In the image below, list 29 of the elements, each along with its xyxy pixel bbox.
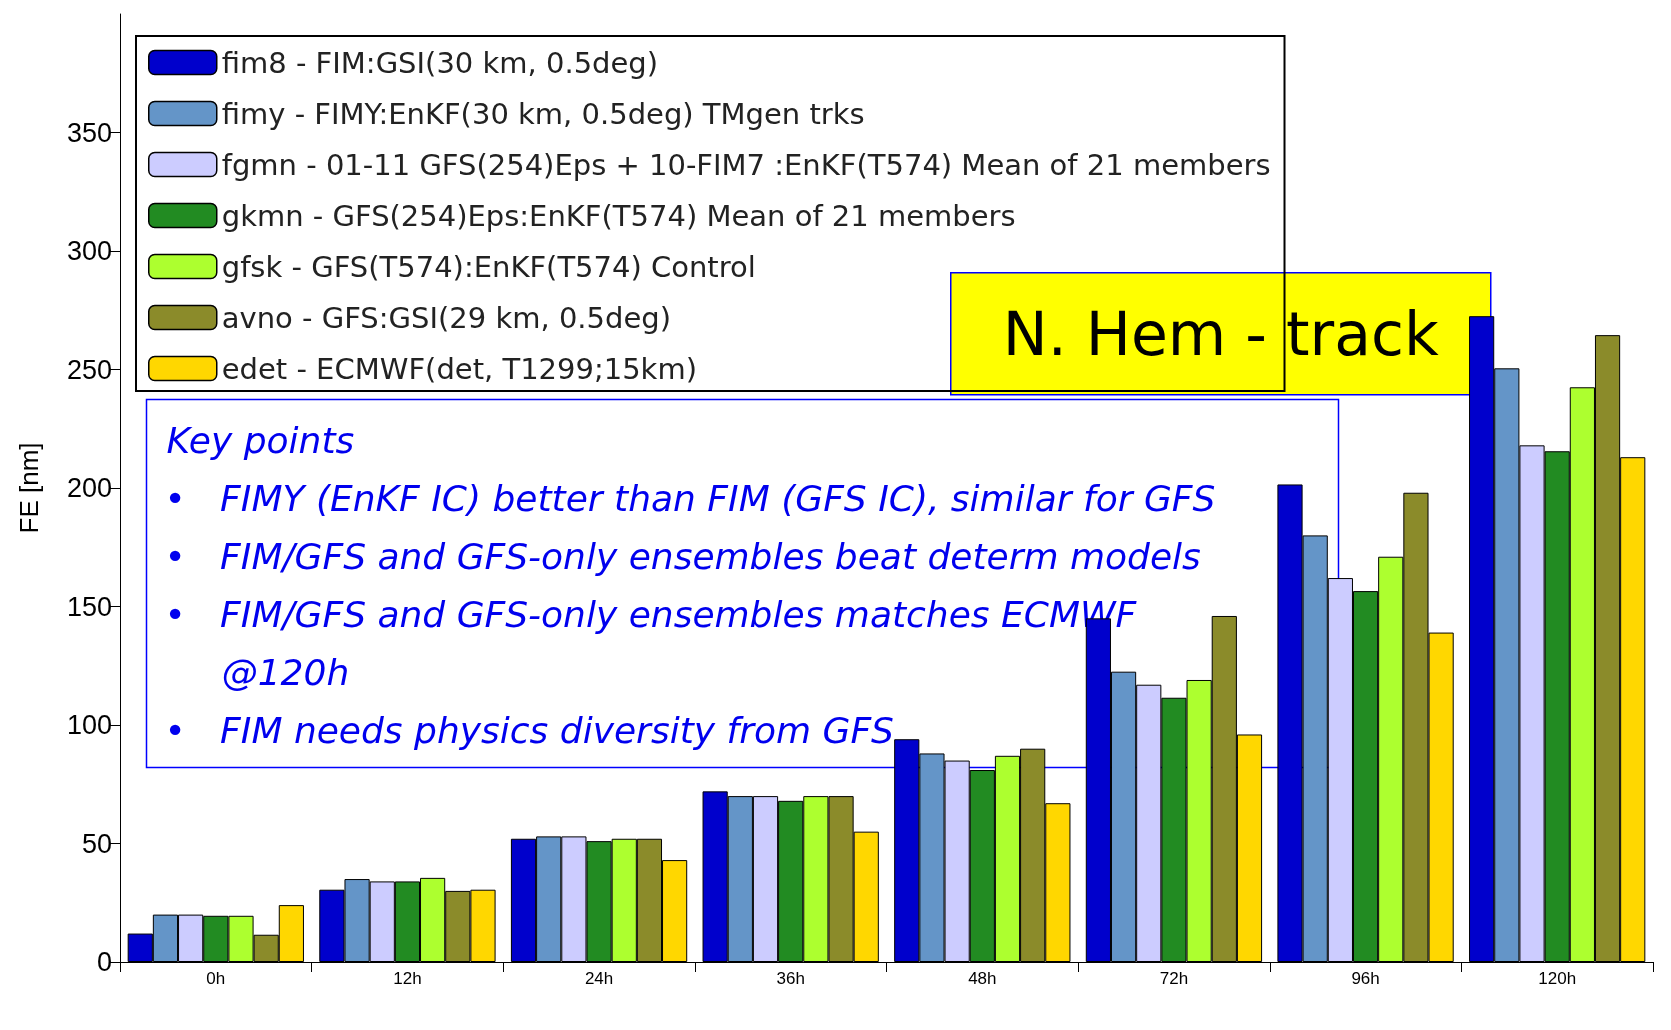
y-tick-label: 350 — [66, 117, 112, 148]
y-tick-label: 200 — [66, 473, 112, 503]
legend-label: gkmn - GFS(254)Eps:EnKF(T574) Mean of 21 members — [221, 198, 1016, 233]
x-tick-label: 120h — [1538, 969, 1577, 988]
x-tick-label: 96h — [1351, 969, 1380, 988]
legend-label: gfsk - GFS(T574):EnKF(T574) Control — [221, 249, 756, 284]
y-tick-label: 300 — [66, 236, 112, 266]
y-tick-label: 250 — [66, 354, 112, 385]
annotation: • FIM/GFS and GFS-only ensembles beat determ models — [164, 536, 1201, 577]
y-tick-label: 150 — [66, 591, 112, 622]
x-tick-label: 36h — [776, 969, 805, 988]
y-tick-label: 0 — [96, 947, 112, 977]
x-tick-label: 72h — [1159, 969, 1189, 988]
legend-label: avno - GFS:GSI(29 km, 0.5deg) — [221, 300, 671, 335]
x-tick-label: 0h — [206, 969, 226, 988]
legend-label: fim8 - FIM:GSI(30 km, 0.5deg) — [221, 45, 659, 80]
y-tick-label: 100 — [66, 710, 112, 740]
annotation: Key points — [166, 420, 355, 461]
x-tick-label: 48h — [968, 969, 997, 988]
y-tick-label: 50 — [81, 828, 112, 859]
x-tick-label: 24h — [584, 969, 614, 988]
annotation: N. Hem - track — [1002, 298, 1439, 369]
x-tick-label: 12h — [393, 969, 422, 988]
legend-label: edet - ECMWF(det, T1299;15km) — [221, 351, 697, 386]
legend-label: fgmn - 01-11 GFS(254)Eps + 10-FIM7 :EnKF(T574) Mean of 21 members — [221, 147, 1271, 182]
annotation: • FIMY (EnKF IC) better than FIM (GFS IC), similar for GFS — [164, 478, 1216, 519]
y-axis-title: FE [nm] — [14, 442, 44, 534]
annotation: • FIM needs physics diversity from GFS — [164, 710, 894, 751]
legend-label: fimy - FIMY:EnKF(30 km, 0.5deg) TMgen trks — [221, 96, 865, 131]
